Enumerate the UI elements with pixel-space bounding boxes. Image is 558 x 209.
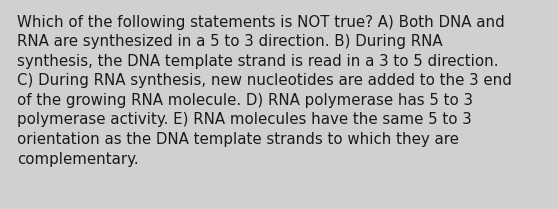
Text: Which of the following statements is NOT true? A) Both DNA and
RNA are synthesiz: Which of the following statements is NOT… [17, 15, 512, 167]
